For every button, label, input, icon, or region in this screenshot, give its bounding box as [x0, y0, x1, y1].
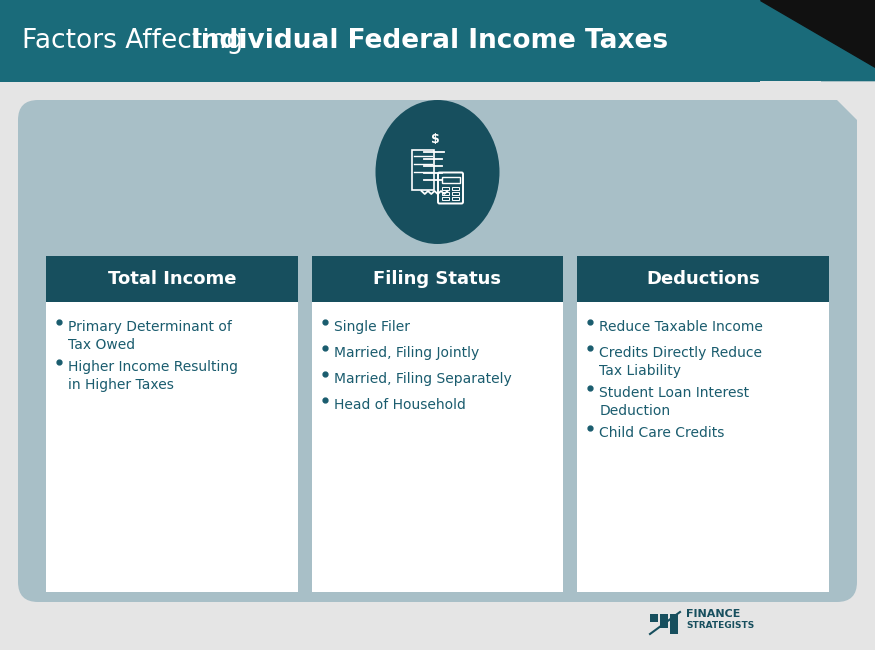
FancyBboxPatch shape [46, 256, 298, 302]
Text: Married, Filing Jointly: Married, Filing Jointly [333, 346, 479, 360]
FancyBboxPatch shape [312, 256, 564, 592]
Polygon shape [760, 82, 875, 137]
FancyBboxPatch shape [578, 256, 829, 302]
Text: Single Filer: Single Filer [333, 320, 410, 334]
Text: Reduce Taxable Income: Reduce Taxable Income [599, 320, 763, 334]
Text: Married, Filing Separately: Married, Filing Separately [333, 372, 511, 386]
Text: Deductions: Deductions [647, 270, 760, 288]
Text: Higher Income Resulting
in Higher Taxes: Higher Income Resulting in Higher Taxes [68, 360, 238, 392]
FancyBboxPatch shape [660, 614, 668, 628]
FancyBboxPatch shape [650, 614, 658, 622]
Text: Factors Affecting: Factors Affecting [22, 28, 251, 54]
Text: Child Care Credits: Child Care Credits [599, 426, 724, 440]
Text: $: $ [431, 133, 440, 146]
Text: Credits Directly Reduce
Tax Liability: Credits Directly Reduce Tax Liability [599, 346, 762, 378]
Text: Filing Status: Filing Status [374, 270, 501, 288]
Polygon shape [760, 0, 875, 67]
Text: Head of Household: Head of Household [333, 398, 466, 412]
FancyBboxPatch shape [46, 256, 298, 592]
Text: Primary Determinant of
Tax Owed: Primary Determinant of Tax Owed [68, 320, 232, 352]
FancyBboxPatch shape [578, 256, 829, 592]
Text: Student Loan Interest
Deduction: Student Loan Interest Deduction [599, 386, 750, 418]
Text: FINANCE: FINANCE [686, 609, 740, 619]
FancyBboxPatch shape [18, 100, 857, 602]
Text: STRATEGISTS: STRATEGISTS [686, 621, 754, 629]
FancyBboxPatch shape [670, 614, 678, 634]
FancyBboxPatch shape [312, 256, 564, 302]
Ellipse shape [375, 100, 500, 244]
FancyBboxPatch shape [0, 0, 875, 82]
Text: Total Income: Total Income [108, 270, 236, 288]
Text: Individual Federal Income Taxes: Individual Federal Income Taxes [192, 28, 668, 54]
